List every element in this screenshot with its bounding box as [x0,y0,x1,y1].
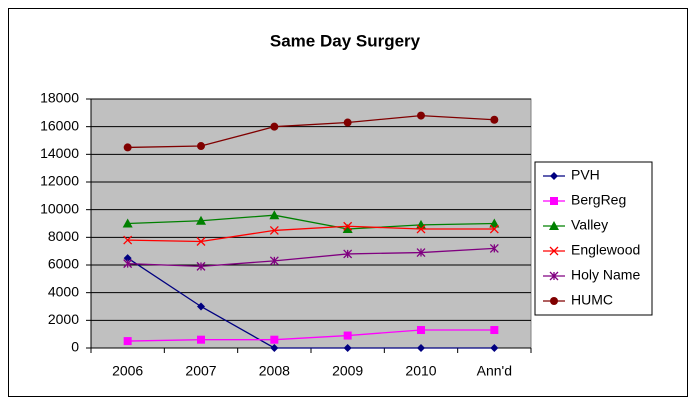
marker [270,335,279,344]
marker [417,326,425,335]
marker [196,261,206,271]
x-tick-label: 2009 [332,363,363,379]
legend-label: BergReg [571,192,626,208]
marker [550,197,558,205]
marker [343,249,353,259]
marker [490,344,499,352]
series-line [127,214,495,230]
y-tick-label: 14000 [40,145,79,161]
series-line [127,225,495,243]
marker [197,335,205,344]
marker [489,243,499,253]
marker [270,344,279,352]
marker [196,215,206,225]
marker [343,118,352,127]
series-line [127,257,495,349]
marker [343,344,352,352]
legend-label: HUMC [571,292,613,308]
marker [416,248,426,258]
x-tick-label: 2006 [112,363,143,379]
y-tick-label: 16000 [40,117,79,133]
marker [343,331,352,340]
marker [122,218,133,228]
marker [416,224,426,234]
y-tick-label: 0 [71,339,79,355]
marker [123,337,132,346]
marker [123,235,133,245]
y-tick-label: 8000 [48,228,79,244]
series-line [127,329,495,342]
series-line [127,247,495,268]
marker [489,218,500,228]
marker [417,111,425,120]
marker [490,326,499,335]
y-tick-label: 6000 [48,256,79,272]
y-tick-label: 12000 [40,173,79,189]
marker [342,224,353,234]
marker [123,143,132,152]
marker [550,172,558,180]
marker [123,259,133,269]
marker [490,115,499,124]
marker [269,256,279,266]
y-tick-label: 2000 [48,311,79,327]
legend-box [534,161,653,316]
marker [417,344,425,352]
x-tick-label: Ann'd [477,363,512,379]
x-tick-label: 2010 [405,363,436,379]
legend-label: Valley [571,217,608,233]
marker [197,302,205,311]
legend-label: Holy Name [571,267,640,283]
marker [343,221,353,231]
marker [269,225,279,235]
marker [550,297,558,305]
y-tick-label: 18000 [40,90,79,106]
legend-label: PVH [571,167,600,183]
plot-area [90,98,532,349]
x-tick-label: 2008 [259,363,290,379]
chart-title: Same Day Surgery [270,31,421,50]
x-tick-label: 2007 [185,363,216,379]
marker [489,224,499,234]
marker [269,210,280,220]
series-line [127,114,495,149]
marker [549,221,559,230]
marker [270,122,279,131]
marker [549,271,559,281]
marker [197,142,205,151]
marker [549,246,559,256]
marker [123,254,132,263]
y-tick-label: 4000 [48,283,79,299]
y-tick-label: 10000 [40,200,79,216]
marker [196,237,206,246]
legend-label: Englewood [571,242,640,258]
